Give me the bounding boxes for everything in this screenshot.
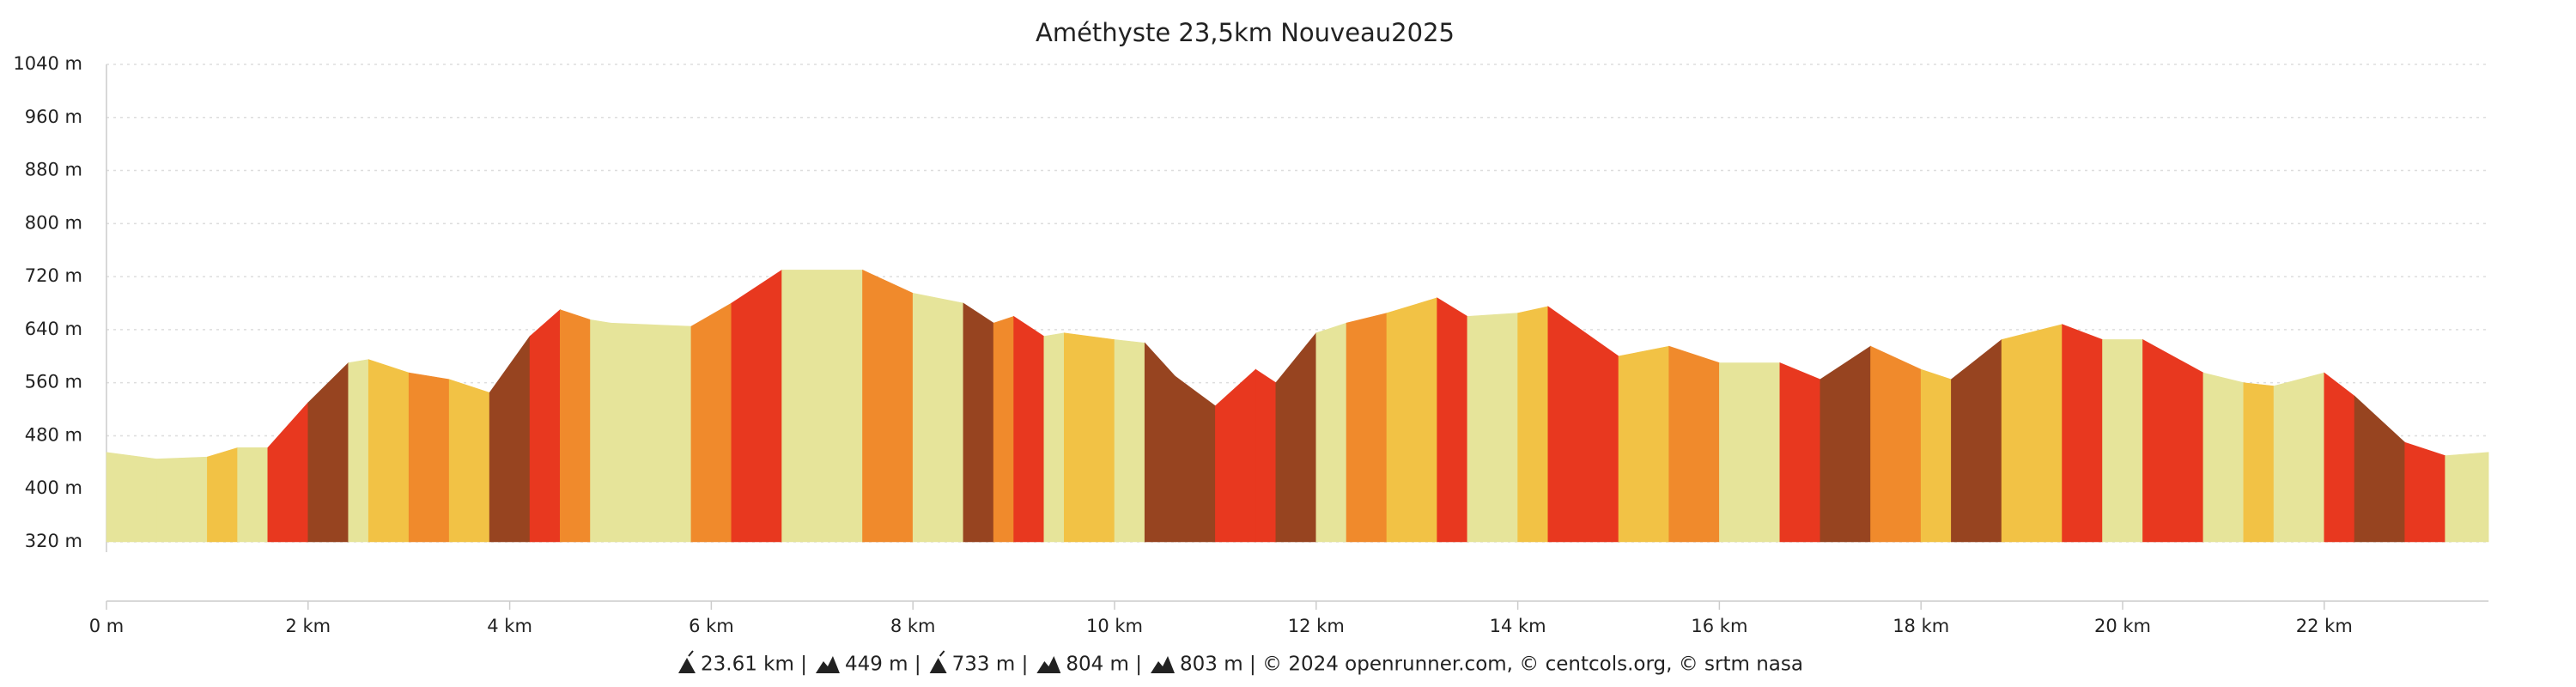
profile-segment [2404, 441, 2445, 543]
icon-shape [939, 650, 945, 657]
profile-segment [1255, 368, 1277, 543]
profile-segment [237, 447, 269, 543]
profile-segment [2062, 324, 2103, 543]
x-tick-label: 6 km [689, 616, 734, 636]
profile-segment [106, 452, 157, 543]
profile-segment [559, 309, 591, 543]
profile-segment [1517, 306, 1549, 543]
profile-segment [207, 447, 238, 543]
icon-shape [929, 658, 947, 673]
y-tick-label: 720 m [25, 265, 82, 286]
y-tick-label: 1040 m [13, 53, 82, 74]
y-tick-label: 880 m [25, 160, 82, 180]
footer-text: 733 m | [952, 654, 1029, 676]
icon-shape [815, 656, 840, 673]
footer: 23.61 km | 449 m | 733 m | 804 m | 803 m | ©… [678, 650, 1803, 676]
x-tick-label: 22 km [2296, 616, 2353, 636]
profile-segment [1114, 339, 1145, 543]
profile-segment [610, 322, 692, 543]
profile-segment [912, 293, 964, 543]
x-tick-label: 8 km [890, 616, 936, 636]
profile-segment [731, 269, 782, 543]
profile-segment [1043, 332, 1065, 543]
footer-icon [678, 650, 696, 673]
y-tick-label: 480 m [25, 424, 82, 445]
profile-segment [2202, 372, 2245, 543]
y-tick-label: 320 m [25, 531, 82, 551]
profile-segment [1719, 362, 1781, 543]
profile-segment [781, 270, 863, 543]
y-tick-label: 400 m [25, 477, 82, 498]
footer-icon [929, 650, 947, 673]
profile-segment [2001, 324, 2063, 543]
profile-segment [156, 456, 208, 543]
icon-shape [1151, 656, 1176, 673]
profile-segment [2445, 452, 2489, 543]
profile-segment [1920, 368, 1952, 543]
profile-segment [2324, 372, 2355, 543]
profile-segment [408, 372, 450, 543]
profile-segment [2142, 338, 2204, 543]
profile-segment [529, 309, 561, 543]
x-tick-label: 16 km [1691, 616, 1747, 636]
profile-segment [1618, 345, 1669, 543]
footer-text: 23.61 km | [701, 654, 807, 676]
profile-segment [2354, 395, 2406, 543]
x-tick-label: 18 km [1893, 616, 1949, 636]
profile-segment [348, 359, 369, 543]
profile-segment [2102, 339, 2143, 543]
profile-segment [1144, 342, 1176, 543]
profile-segment [963, 302, 994, 543]
icon-shape [678, 658, 696, 673]
profile-segment [267, 402, 309, 543]
profile-segment [1215, 368, 1256, 543]
profile-segment [448, 379, 490, 543]
profile-segment [307, 362, 349, 543]
x-tick-label: 10 km [1086, 616, 1143, 636]
x-tick-label: 20 km [2094, 616, 2151, 636]
footer-text: 804 m | [1066, 654, 1142, 676]
profile-segment [1346, 313, 1388, 543]
chart-title: Améthyste 23,5km Nouveau2025 [1036, 18, 1455, 47]
footer-icon [1151, 656, 1176, 673]
profile-segment [2273, 372, 2325, 543]
profile-segment [1951, 338, 2002, 543]
profile-segment [862, 269, 914, 543]
y-tick-label: 640 m [25, 319, 82, 339]
icon-shape [1036, 656, 1061, 673]
y-tick-label: 560 m [25, 372, 82, 392]
profile-segment [1315, 322, 1347, 543]
footer-text: 449 m | [845, 654, 921, 676]
icon-shape [688, 650, 694, 657]
profile-segment [1064, 332, 1115, 543]
x-tick-label: 0 m [89, 616, 125, 636]
profile-segment [1668, 345, 1720, 543]
footer-icon [815, 656, 840, 673]
x-tick-label: 14 km [1490, 616, 1546, 636]
x-tick-label: 4 km [487, 616, 532, 636]
profile-segment [1467, 313, 1518, 543]
footer-icon [1036, 656, 1061, 673]
profile-segment [1820, 345, 1871, 543]
profile-segment [1437, 297, 1468, 543]
profile-segment [690, 302, 732, 543]
profile-segment [489, 335, 531, 543]
y-tick-label: 800 m [25, 212, 82, 233]
footer-text: 803 m | © 2024 openrunner.com, © centcol… [1180, 654, 1803, 676]
profile-segment [1275, 331, 1317, 543]
profile-segment [1870, 345, 1922, 543]
profile-segment [993, 316, 1014, 543]
profile-segment [368, 359, 410, 543]
profile-segment [1547, 306, 1619, 543]
x-tick-label: 2 km [285, 616, 331, 636]
profile-segment [590, 319, 611, 543]
profile-segment [1779, 362, 1821, 543]
y-tick-label: 960 m [25, 106, 82, 127]
profile-segment [2243, 382, 2275, 543]
profile-segment [1175, 375, 1216, 543]
x-tick-label: 12 km [1288, 616, 1345, 636]
profile-segment [1013, 315, 1045, 543]
profile-segment [1386, 297, 1437, 543]
